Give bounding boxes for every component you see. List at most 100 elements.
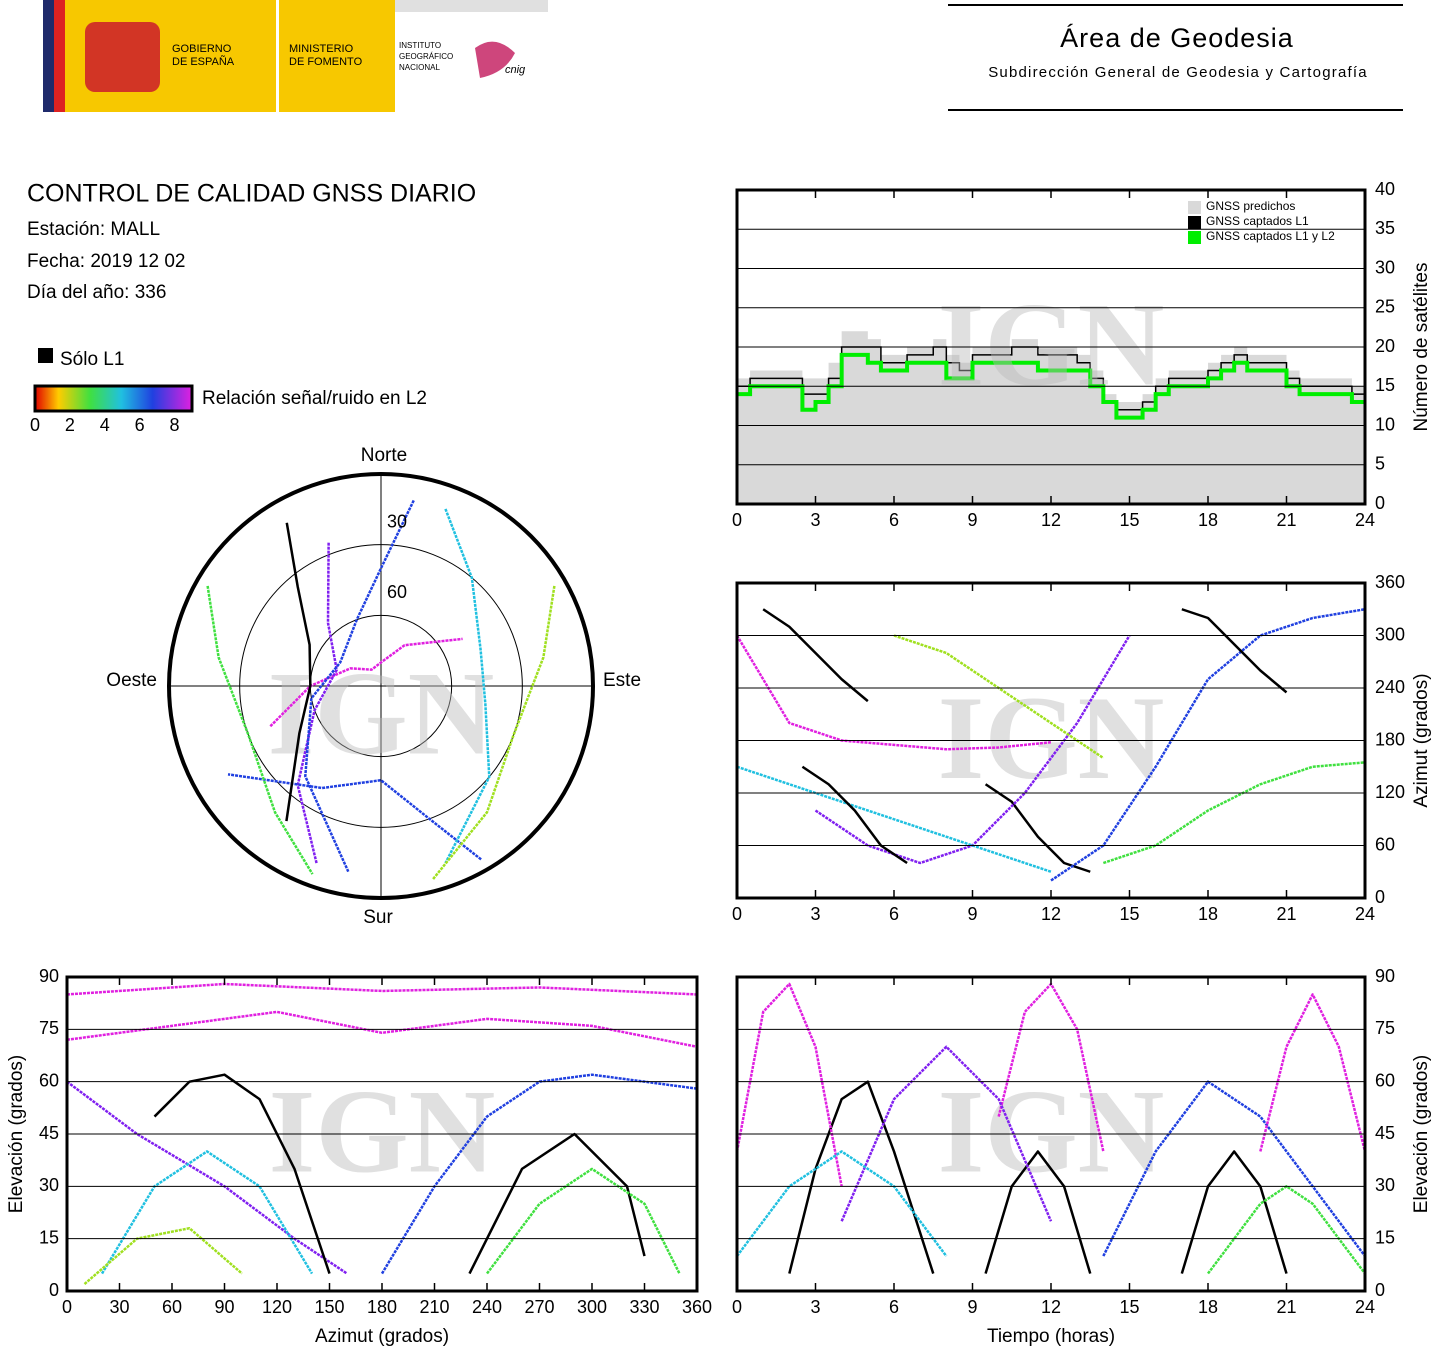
- x-tick-label: 120: [262, 1297, 292, 1317]
- x-tick-label: 18: [1198, 1297, 1218, 1317]
- y-tick-label: 60: [39, 1070, 59, 1090]
- legend-label: GNSS captados L1: [1206, 214, 1309, 228]
- y-tick-label: 45: [39, 1123, 59, 1143]
- x-tick-label: 21: [1276, 510, 1296, 530]
- institute-line: GEOGRÁFICO: [399, 52, 453, 61]
- sky-track: [206, 585, 314, 875]
- x-tick-label: 300: [577, 1297, 607, 1317]
- x-tick-label: 3: [810, 904, 820, 924]
- l1-only-label: Sólo L1: [60, 349, 124, 370]
- coat-of-arms: [85, 22, 160, 92]
- x-tick-label: 6: [889, 510, 899, 530]
- y-tick-label: 15: [39, 1227, 59, 1247]
- y-tick-label: 5: [1375, 454, 1385, 474]
- logo-bar: [395, 0, 548, 12]
- horizon: [167, 472, 595, 900]
- flag-stripe-red: [54, 0, 65, 112]
- x-tick-label: 12: [1041, 904, 1061, 924]
- elevation-ring: [239, 544, 523, 828]
- x-tick-label: 90: [214, 1297, 234, 1317]
- day-of-year: Día del año: 336: [27, 282, 166, 303]
- direction-label: Sur: [363, 907, 393, 928]
- sky-track: [285, 522, 312, 822]
- snr-tick-label: 8: [170, 415, 180, 435]
- x-tick-label: 6: [889, 904, 899, 924]
- snr-colorbar: [33, 384, 194, 413]
- x-tick-label: 0: [732, 510, 742, 530]
- track: [1102, 1080, 1366, 1257]
- y-tick-label: 300: [1375, 624, 1405, 644]
- x-tick-label: 0: [732, 904, 742, 924]
- y-tick-label: 0: [1375, 887, 1385, 907]
- x-axis-label: Tiempo (horas): [987, 1326, 1115, 1347]
- y-axis-label: Elevación (grados): [1411, 1055, 1432, 1213]
- x-tick-label: 270: [524, 1297, 554, 1317]
- date: Fecha: 2019 12 02: [27, 251, 185, 272]
- x-tick-label: 24: [1355, 510, 1375, 530]
- y-tick-label: 90: [1375, 966, 1395, 986]
- y-tick-label: 30: [39, 1175, 59, 1195]
- x-tick-label: 21: [1276, 904, 1296, 924]
- legend-swatch: [1188, 201, 1201, 214]
- y-tick-label: 60: [1375, 1070, 1395, 1090]
- y-tick-label: 360: [1375, 572, 1405, 592]
- x-tick-label: 0: [732, 1297, 742, 1317]
- ring-label: 30: [387, 511, 407, 531]
- x-tick-label: 12: [1041, 510, 1061, 530]
- track: [66, 1010, 698, 1049]
- snr-tick-label: 2: [65, 415, 75, 435]
- legend-label: GNSS captados L1 y L2: [1206, 229, 1335, 243]
- track: [736, 765, 1052, 873]
- x-tick-label: 240: [472, 1297, 502, 1317]
- x-axis-label: Azimut (grados): [315, 1326, 449, 1347]
- cnig-text: cnig: [505, 64, 526, 76]
- y-tick-label: 90: [39, 966, 59, 986]
- y-tick-label: 240: [1375, 677, 1405, 697]
- x-tick-label: 330: [629, 1297, 659, 1317]
- track: [736, 1150, 948, 1257]
- watermark: IGN: [938, 1065, 1165, 1198]
- track: [801, 765, 908, 865]
- x-tick-label: 360: [682, 1297, 712, 1317]
- y-tick-label: 75: [39, 1018, 59, 1038]
- header-subtitle: Subdirección General de Geodesia y Carto…: [988, 64, 1368, 81]
- y-tick-label: 15: [1375, 1227, 1395, 1247]
- y-tick-label: 10: [1375, 414, 1395, 434]
- legend-swatch: [1188, 231, 1201, 244]
- x-tick-label: 15: [1119, 1297, 1139, 1317]
- x-tick-label: 9: [967, 1297, 977, 1317]
- sky-track: [444, 508, 491, 864]
- x-tick-label: 6: [889, 1297, 899, 1317]
- sky-track: [304, 499, 415, 873]
- x-tick-label: 24: [1355, 1297, 1375, 1317]
- x-tick-label: 18: [1198, 904, 1218, 924]
- y-axis-label: Elevación (grados): [6, 1055, 27, 1213]
- ring-label: 60: [387, 582, 407, 602]
- header-title: Área de Geodesia: [1060, 23, 1294, 53]
- y-tick-label: 60: [1375, 834, 1395, 854]
- sky-track: [296, 542, 338, 864]
- track: [66, 982, 698, 996]
- watermark: IGN: [268, 647, 495, 780]
- track: [735, 982, 843, 1187]
- y-axis-label: Azimut (grados): [1411, 673, 1432, 807]
- x-tick-label: 15: [1119, 904, 1139, 924]
- snr-tick-label: 4: [100, 415, 110, 435]
- l1-only-swatch: [38, 348, 53, 363]
- track: [984, 1150, 1092, 1274]
- snr-label: Relación señal/ruido en L2: [202, 388, 427, 409]
- plot-frame: [735, 188, 1367, 506]
- y-tick-label: 120: [1375, 782, 1405, 802]
- logo-block: GOBIERNO DE ESPAÑA MINISTERIO DE FOMENTO…: [43, 0, 548, 112]
- legend-label: GNSS predichos: [1206, 199, 1295, 213]
- y-tick-label: 30: [1375, 1175, 1395, 1195]
- x-tick-label: 210: [419, 1297, 449, 1317]
- y-tick-label: 15: [1375, 375, 1395, 395]
- x-tick-label: 30: [109, 1297, 129, 1317]
- ministry-line: DE FOMENTO: [289, 56, 363, 68]
- direction-label: Norte: [361, 445, 407, 466]
- y-tick-label: 35: [1375, 218, 1395, 238]
- snr-tick-label: 0: [30, 415, 40, 435]
- y-tick-label: 0: [49, 1280, 59, 1300]
